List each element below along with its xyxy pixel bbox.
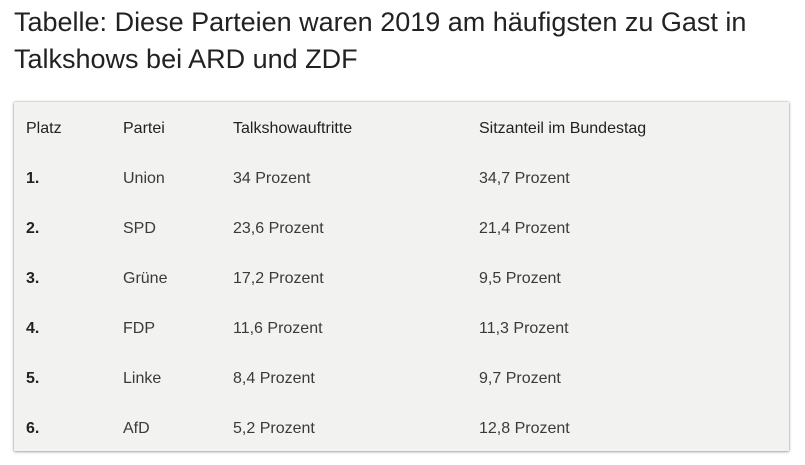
cell-platz: 4.: [26, 320, 40, 337]
cell-sitzanteil: 9,5 Prozent: [479, 270, 561, 287]
cell-partei: SPD: [123, 220, 156, 237]
cell-partei: Union: [123, 170, 165, 187]
cell-sitzanteil: 11,3 Prozent: [479, 320, 569, 337]
cell-talkshowauftritte: 8,4 Prozent: [233, 370, 315, 387]
cell-platz: 3.: [26, 270, 40, 287]
cell-platz: 5.: [26, 370, 40, 387]
page-title: Tabelle: Diese Parteien waren 2019 am hä…: [14, 7, 747, 74]
cell-partei: AfD: [123, 420, 150, 437]
table-row: 5. Linke 8,4 Prozent 9,7 Prozent: [14, 354, 789, 404]
header-talkshowauftritte: Talkshowauftritte: [233, 120, 353, 137]
header-partei: Partei: [123, 120, 165, 137]
cell-talkshowauftritte: 5,2 Prozent: [233, 420, 315, 437]
cell-talkshowauftritte: 34 Prozent: [233, 170, 311, 187]
cell-partei: FDP: [123, 320, 155, 337]
table-row: 4. FDP 11,6 Prozent 11,3 Prozent: [14, 304, 789, 354]
cell-partei: Linke: [123, 370, 162, 387]
header-sitzanteil: Sitzanteil im Bundestag: [479, 120, 647, 137]
table-header-row: Platz Partei Talkshowauftritte Sitzantei…: [14, 102, 789, 154]
cell-partei: Grüne: [123, 270, 168, 287]
cell-sitzanteil: 9,7 Prozent: [479, 370, 561, 387]
cell-platz: 1.: [26, 170, 40, 187]
table-row: 2. SPD 23,6 Prozent 21,4 Prozent: [14, 204, 789, 254]
table-row: 3. Grüne 17,2 Prozent 9,5 Prozent: [14, 254, 789, 304]
cell-talkshowauftritte: 17,2 Prozent: [233, 270, 324, 287]
cell-platz: 6.: [26, 420, 40, 437]
table-container: Platz Partei Talkshowauftritte Sitzantei…: [14, 102, 789, 451]
table-row: 6. AfD 5,2 Prozent 12,8 Prozent: [14, 404, 789, 454]
cell-talkshowauftritte: 23,6 Prozent: [233, 220, 324, 237]
table-row: 1. Union 34 Prozent 34,7 Prozent: [14, 154, 789, 204]
cell-platz: 2.: [26, 220, 40, 237]
cell-sitzanteil: 34,7 Prozent: [479, 170, 570, 187]
header-platz: Platz: [26, 120, 62, 137]
party-table: Platz Partei Talkshowauftritte Sitzantei…: [14, 102, 789, 454]
cell-talkshowauftritte: 11,6 Prozent: [233, 320, 323, 337]
cell-sitzanteil: 12,8 Prozent: [479, 420, 570, 437]
cell-sitzanteil: 21,4 Prozent: [479, 220, 570, 237]
